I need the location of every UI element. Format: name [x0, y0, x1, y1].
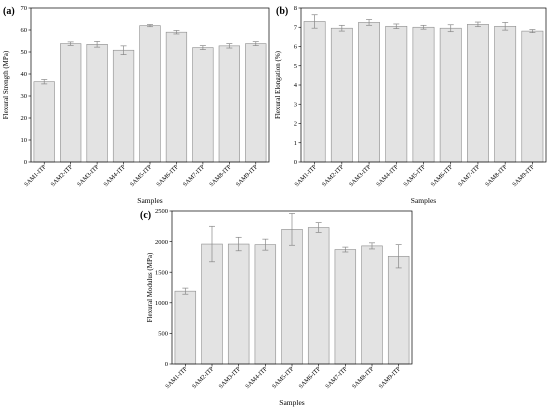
bar — [245, 43, 267, 163]
bar — [60, 43, 82, 163]
y-tick-label: 40 — [21, 71, 28, 78]
y-tick-label: 50 — [21, 49, 28, 56]
bar — [439, 27, 462, 163]
x-tick-label: SAM4-ITP — [102, 163, 127, 188]
chart-panel-3: (c) SAM1-ITP SAM2-ITP SAM3-ITP SAM4-ITP SAM5-… — [140, 208, 413, 407]
y-tick-label: 60 — [21, 27, 28, 34]
x-tick-label: SAM6-ITP — [429, 163, 454, 188]
y-tick-label: 7 — [294, 24, 298, 31]
y-tick-label: 0 — [165, 361, 168, 368]
x-tick-label: SAM3-ITP — [76, 163, 101, 188]
bar — [361, 245, 383, 365]
x-tick-label: SAM2-ITP — [49, 163, 74, 188]
y-tick-label: 6 — [294, 44, 298, 51]
bar — [254, 244, 277, 365]
bar — [387, 255, 410, 365]
bar — [112, 49, 135, 163]
x-tick-label: SAM7-ITP — [324, 365, 349, 390]
x-tick-label: SAM3-ITP — [217, 365, 242, 390]
x-tick-label: SAM7-ITP — [457, 163, 482, 188]
y-tick-label: 500 — [158, 331, 168, 338]
bar — [86, 43, 108, 163]
x-tick-label: SAM3-ITP — [348, 163, 373, 188]
y-tick-label: 0 — [294, 159, 297, 166]
bar — [494, 25, 517, 163]
x-tick-label: SAM4-ITP — [375, 163, 400, 188]
bar — [521, 30, 544, 163]
bar — [467, 24, 489, 163]
bar — [33, 81, 55, 163]
x-tick-label: SAM6-ITP — [297, 365, 322, 390]
x-tick-label: SAM1-ITP — [293, 163, 318, 188]
y-tick-label: 20 — [21, 115, 28, 122]
x-tick-label: SAM5-ITP — [271, 365, 296, 390]
bar — [334, 249, 357, 365]
y-tick-label: 1000 — [155, 300, 168, 307]
y-tick-label: 70 — [21, 5, 28, 12]
bar — [227, 243, 250, 365]
y-tick-label: 1500 — [155, 269, 168, 276]
chart-panel-1: (a) SAM1-ITP SAM2-ITP SAM3-ITP SAM4-ITP SAM5-… — [2, 5, 270, 205]
bar — [281, 229, 303, 365]
plot-frame — [30, 7, 270, 163]
y-tick-label: 5 — [294, 63, 297, 70]
y-axis-title: Flexural Strength (MPa) — [2, 50, 10, 119]
x-tick-label: SAM9-ITP — [377, 365, 402, 390]
y-tick-label: 2500 — [155, 208, 168, 215]
y-tick-label: 30 — [21, 93, 28, 100]
x-tick-label: SAM7-ITP — [182, 163, 207, 188]
bar — [358, 22, 380, 163]
x-axis-title: Samples — [411, 196, 436, 205]
y-tick-label: 2000 — [155, 239, 168, 246]
x-tick-label: SAM2-ITP — [321, 163, 346, 188]
bar — [218, 45, 240, 163]
y-tick-label: 3 — [294, 101, 297, 108]
bar — [330, 27, 353, 163]
x-tick-label: SAM1-ITP — [164, 365, 189, 390]
y-tick-label: 2 — [294, 121, 297, 128]
x-tick-label: SAM4-ITP — [244, 365, 269, 390]
bar — [385, 25, 408, 163]
x-tick-label: SAM6-ITP — [155, 163, 180, 188]
x-axis-title: Samples — [279, 398, 304, 407]
panel-label: (a) — [3, 6, 15, 17]
y-axis-title: Flexural Elongation (%) — [274, 50, 282, 119]
bar — [307, 227, 330, 365]
bar — [412, 26, 435, 163]
bar — [174, 290, 197, 365]
plot-frame — [171, 210, 413, 365]
x-tick-label: SAM5-ITP — [129, 163, 154, 188]
bar — [139, 25, 161, 163]
y-tick-label: 1 — [294, 140, 297, 147]
x-tick-label: SAM5-ITP — [402, 163, 427, 188]
x-axis-title: Samples — [137, 196, 162, 205]
x-tick-label: SAM9-ITP — [235, 163, 260, 188]
y-tick-label: 10 — [21, 137, 28, 144]
x-tick-label: SAM8-ITP — [208, 163, 233, 188]
x-tick-label: SAM2-ITP — [191, 365, 216, 390]
x-tick-label: SAM9-ITP — [511, 163, 536, 188]
x-tick-label: SAM1-ITP — [23, 163, 48, 188]
y-axis-title: Flexural Modulus (MPa) — [146, 252, 154, 322]
bar — [192, 47, 214, 163]
bar — [303, 21, 326, 163]
x-tick-label: SAM8-ITP — [351, 365, 376, 390]
panel-label: (c) — [140, 210, 151, 221]
y-tick-label: 8 — [294, 5, 297, 12]
x-tick-label: SAM8-ITP — [484, 163, 509, 188]
bar — [165, 31, 188, 163]
panel-label: (b) — [276, 6, 288, 17]
y-tick-label: 4 — [294, 82, 298, 89]
chart-panel-2: (b) SAM1-ITP SAM2-ITP SAM3-ITP SAM4-ITP SAM5-… — [274, 5, 547, 205]
y-tick-label: 0 — [24, 159, 27, 166]
